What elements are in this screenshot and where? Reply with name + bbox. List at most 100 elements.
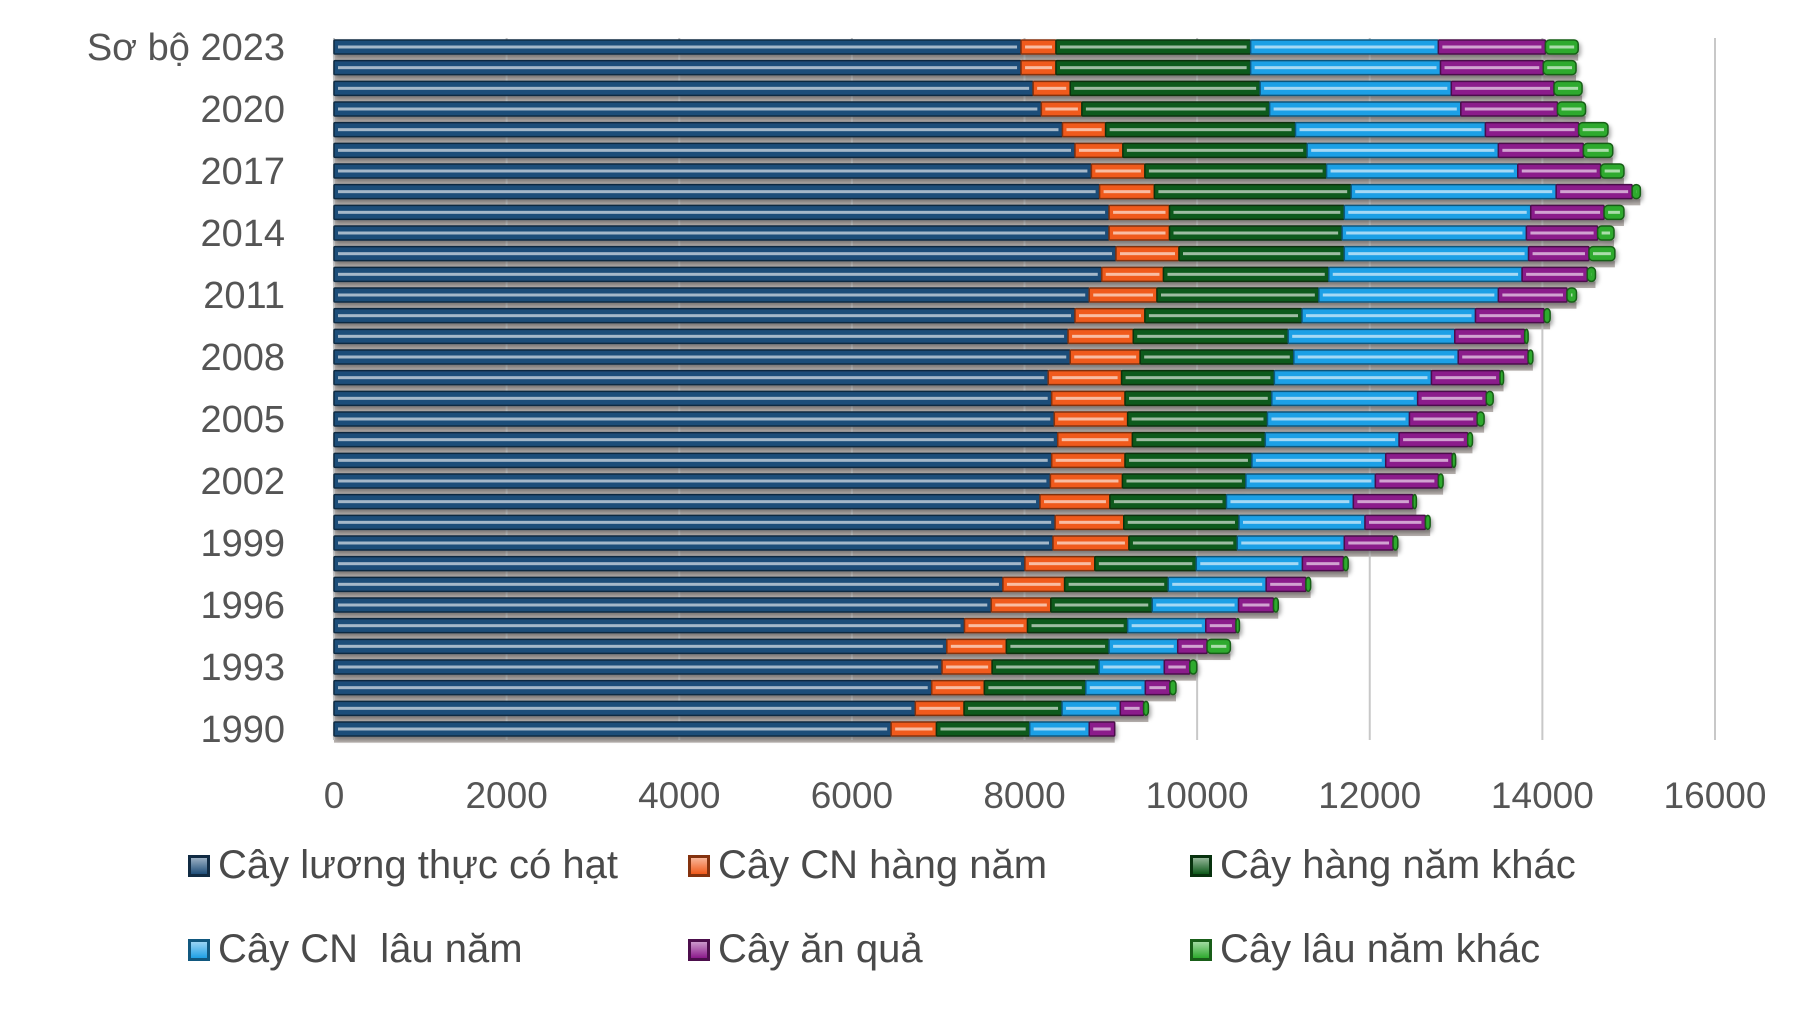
bar-segment-highlight	[1254, 45, 1435, 49]
bar-2021	[333, 80, 1583, 97]
y-tick-label: 2020	[200, 89, 285, 131]
bar-segment-highlight	[1604, 169, 1620, 173]
y-tick-label: 1990	[200, 709, 285, 751]
bar-1995	[333, 617, 1241, 634]
bar-2003	[333, 452, 1457, 469]
bar-2002	[333, 473, 1444, 489]
x-tick-label: 0	[324, 775, 345, 816]
bar-segment-highlight	[968, 706, 1059, 710]
bar-2001	[333, 493, 1418, 510]
bar-segment	[1451, 452, 1457, 469]
y-tick-label: 2017	[200, 151, 285, 193]
bar-segment-highlight	[1355, 190, 1553, 194]
bar-segment-highlight	[1379, 479, 1435, 483]
bar-segment-highlight	[1547, 66, 1573, 70]
bar-segment-highlight	[1442, 45, 1542, 49]
bar-segment-highlight	[1058, 417, 1124, 421]
bar-segment-highlight	[1131, 624, 1202, 628]
bar-segment-highlight	[1160, 293, 1315, 297]
bar-1994	[333, 638, 1232, 655]
bar-2005	[333, 411, 1485, 427]
bar-2018	[333, 142, 1614, 159]
bar-segment-highlight	[1209, 624, 1232, 628]
bar-segment-highlight	[1098, 562, 1193, 566]
bar-segment-highlight	[1306, 562, 1340, 566]
x-tick-label: 16000	[1664, 775, 1767, 816]
bar-segment-highlight	[1348, 541, 1390, 545]
bar-segment-highlight	[338, 169, 1088, 173]
bar-segment-highlight	[1148, 169, 1323, 173]
bar-2004	[333, 431, 1474, 448]
bar-segment-highlight	[1125, 376, 1271, 380]
bar-segment-highlight	[1167, 272, 1325, 276]
bar-2013	[333, 245, 1616, 262]
bar-segment-highlight	[1346, 231, 1523, 235]
bar-segment-highlight	[1299, 128, 1482, 132]
bar-segment-highlight	[1444, 66, 1540, 70]
bar-1993	[333, 659, 1198, 675]
bar-2006	[333, 390, 1494, 407]
bar-segment-highlight	[1211, 644, 1227, 648]
bar-segment-highlight	[1089, 686, 1142, 690]
bar-segment-highlight	[1587, 148, 1609, 152]
bar-segment-highlight	[1502, 148, 1580, 152]
bar-segment-highlight	[1093, 293, 1153, 297]
bar-segment-highlight	[1592, 252, 1611, 256]
bar-segment-highlight	[338, 334, 1065, 338]
bar-segment	[1392, 535, 1399, 551]
bar-2017	[333, 163, 1625, 179]
y-tick-label: 1996	[200, 585, 285, 627]
legend-swatch	[1190, 938, 1212, 961]
bar-segment-highlight	[338, 562, 1021, 566]
bar-segment-highlight	[1074, 355, 1137, 359]
bar-segment-highlight	[1521, 169, 1597, 173]
bar-segment-highlight	[1200, 562, 1299, 566]
row-gap	[334, 405, 1494, 412]
bar-segment-highlight	[338, 128, 1059, 132]
bar-2012	[333, 266, 1597, 283]
bar-segment	[1189, 659, 1198, 675]
y-tick-label: 2008	[200, 337, 285, 379]
bar-segment-highlight	[1270, 582, 1302, 586]
row-gap	[334, 736, 1115, 743]
bar-segment-highlight	[1462, 355, 1525, 359]
bar-1999	[333, 535, 1399, 551]
bar-segment	[1499, 369, 1505, 386]
bar-segment-highlight	[1113, 231, 1166, 235]
row-gap	[334, 219, 1624, 226]
row-gap	[334, 178, 1624, 185]
bar-2015	[333, 204, 1625, 221]
bar-segment-highlight	[1006, 582, 1061, 586]
x-tick-label: 8000	[983, 775, 1065, 816]
bar-2022	[333, 59, 1577, 76]
row-gap	[334, 446, 1473, 454]
bar-segment-highlight	[1582, 128, 1604, 132]
bar-segment-highlight	[1305, 314, 1472, 318]
bar-segment-highlight	[1037, 86, 1067, 90]
bar-segment-highlight	[1059, 520, 1120, 524]
bar-segment-highlight	[1113, 500, 1223, 504]
bar-segment	[1342, 555, 1349, 572]
bar-segment-highlight	[1435, 376, 1497, 380]
row-gap	[334, 653, 1231, 660]
bar-1996	[333, 597, 1280, 613]
row-gap	[334, 364, 1533, 371]
bar-segment-highlight	[1271, 417, 1406, 421]
row-gap	[334, 281, 1596, 288]
bar-1991	[333, 700, 1150, 717]
bar-segment-highlight	[1103, 665, 1161, 669]
bar-segment-highlight	[338, 624, 961, 628]
bar-1992	[333, 679, 1177, 696]
bar-segment-highlight	[1158, 190, 1348, 194]
bar-segment	[1412, 493, 1418, 510]
bar-segment-highlight	[1608, 210, 1620, 214]
bar-1990	[333, 721, 1116, 737]
bar-segment-highlight	[1137, 334, 1285, 338]
bar-2007	[333, 369, 1505, 386]
bar-segment-highlight	[338, 272, 1098, 276]
bar-segment-highlight	[1534, 210, 1601, 214]
bar-2000	[333, 514, 1431, 531]
bar-segment-highlight	[1273, 107, 1457, 111]
row-gap	[334, 508, 1417, 516]
y-tick-label: 2014	[200, 213, 285, 255]
